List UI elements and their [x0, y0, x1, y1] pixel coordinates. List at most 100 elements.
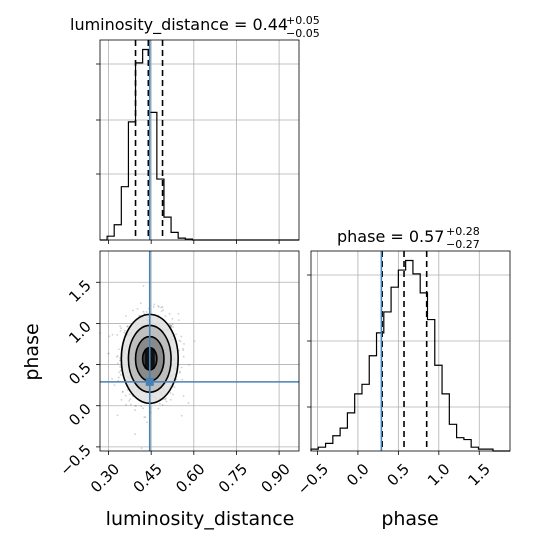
luminosity-distance-title: luminosity_distance = 0.44 — [70, 15, 288, 35]
joint-scatter-point — [164, 315, 167, 318]
joint-ytick-label: −0.5 — [56, 441, 94, 479]
y-axis-label-phase: phase — [21, 323, 43, 380]
joint-scatter-point — [111, 377, 114, 380]
joint-scatter-point — [121, 390, 124, 393]
joint-scatter-point — [128, 393, 131, 396]
joint-ytick-label: 1.0 — [65, 318, 95, 348]
joint-scatter-point — [119, 373, 122, 376]
joint-scatter-point — [153, 303, 156, 306]
phase-hist-xtick-label: −0.5 — [294, 460, 332, 498]
joint-scatter-point — [182, 349, 185, 352]
joint-scatter-point — [107, 352, 110, 355]
joint-scatter-point — [118, 371, 120, 374]
joint-scatter-point — [117, 362, 119, 365]
luminosity-distance-title-sub: −0.05 — [286, 27, 320, 40]
joint-scatter-point — [160, 306, 163, 309]
joint-scatter-point — [143, 416, 146, 419]
joint-scatter-point — [144, 416, 147, 419]
joint-scatter-point — [119, 369, 122, 372]
joint-xtick-label: 0.60 — [172, 460, 208, 496]
joint-scatter-point — [157, 304, 160, 307]
joint-truth-marker — [145, 377, 154, 386]
joint-scatter-point — [188, 364, 191, 366]
joint-scatter-point — [126, 325, 129, 328]
joint-scatter-point — [111, 333, 114, 336]
joint-scatter-point — [179, 340, 182, 343]
joint-scatter-point — [180, 414, 183, 417]
phase-title-main: phase = 0.57 — [337, 227, 444, 246]
joint-scatter-point — [119, 365, 121, 368]
x-axis-label-luminosity-distance: luminosity_distance — [106, 508, 295, 530]
phase-histogram-panel: −0.5 0.0 0.5 1.0 1.5 — [294, 250, 511, 499]
joint-scatter-point — [175, 333, 177, 336]
joint-scatter-point — [175, 378, 178, 381]
joint-scatter-point — [171, 318, 174, 320]
joint-scatter-point — [157, 407, 160, 410]
joint-xtick-label: 0.45 — [130, 460, 166, 496]
joint-scatter-point — [171, 323, 174, 326]
joint-scatter-point — [178, 370, 181, 373]
joint-scatter-point — [142, 310, 145, 313]
joint-scatter-point — [124, 394, 127, 397]
joint-scatter-point — [161, 306, 164, 308]
joint-scatter-point — [116, 414, 119, 417]
joint-scatter-point — [120, 399, 123, 401]
joint-scatter-point — [107, 352, 110, 355]
joint-scatter-point — [170, 324, 173, 327]
joint-ytick-label: 1.5 — [65, 276, 95, 306]
joint-scatter-point — [181, 378, 184, 381]
joint-scatter-point — [157, 305, 160, 308]
joint-scatter-point — [125, 315, 127, 318]
joint-scatter-point — [168, 323, 171, 326]
joint-scatter-point — [169, 392, 172, 394]
luminosity-distance-histogram-panel — [96, 39, 300, 244]
joint-density-panel: 0.30 0.45 0.60 0.75 0.90 −0.5 0.0 0.5 1.0 1.5 — [56, 250, 300, 496]
joint-scatter-point — [177, 319, 180, 322]
joint-scatter-point — [120, 327, 122, 329]
joint-scatter-point — [172, 393, 174, 396]
joint-scatter-point — [126, 388, 129, 391]
joint-scatter-point — [173, 386, 176, 389]
joint-scatter-point — [152, 306, 155, 308]
joint-scatter-point — [135, 404, 137, 407]
joint-scatter-point — [165, 397, 167, 400]
joint-scatter-point — [126, 325, 129, 328]
joint-scatter-point — [170, 325, 173, 327]
phase-hist-step-line — [310, 259, 510, 452]
joint-scatter-point — [128, 399, 131, 402]
joint-scatter-point — [119, 330, 122, 332]
luminosity-distance-title-main: luminosity_distance = 0.44 — [70, 15, 288, 35]
joint-scatter-point — [178, 339, 181, 342]
joint-scatter-point — [140, 447, 143, 450]
joint-scatter-point — [168, 312, 171, 315]
joint-ytick-label: 0.0 — [65, 400, 95, 430]
joint-scatter-point — [134, 433, 137, 436]
joint-ytick-label: 0.5 — [65, 359, 95, 389]
joint-scatter-point — [187, 402, 190, 404]
joint-xtick-label: 0.90 — [258, 460, 294, 496]
joint-scatter-point — [142, 285, 145, 287]
joint-scatter-point — [117, 376, 120, 379]
joint-scatter-point — [142, 407, 145, 410]
joint-scatter-point — [136, 307, 139, 310]
joint-scatter-point — [134, 409, 136, 411]
joint-scatter-point — [134, 404, 137, 407]
joint-scatter-point — [146, 421, 148, 424]
joint-scatter-point — [161, 404, 164, 406]
joint-scatter-point — [145, 311, 148, 313]
joint-scatter-point — [140, 405, 142, 408]
phase-hist-xtick-label: 1.0 — [424, 460, 454, 490]
lum-hist-frame — [99, 39, 300, 241]
joint-scatter-point — [180, 366, 183, 369]
joint-scatter-point — [125, 403, 128, 406]
joint-scatter-point — [116, 334, 119, 336]
joint-scatter-point — [180, 335, 183, 338]
joint-scatter-point — [124, 329, 126, 332]
joint-scatter-point — [132, 309, 134, 312]
joint-scatter-point — [165, 400, 168, 403]
joint-scatter-point — [119, 325, 121, 328]
x-axis-label-phase: phase — [381, 508, 438, 530]
joint-scatter-point — [193, 340, 196, 343]
joint-scatter-point — [115, 355, 118, 358]
